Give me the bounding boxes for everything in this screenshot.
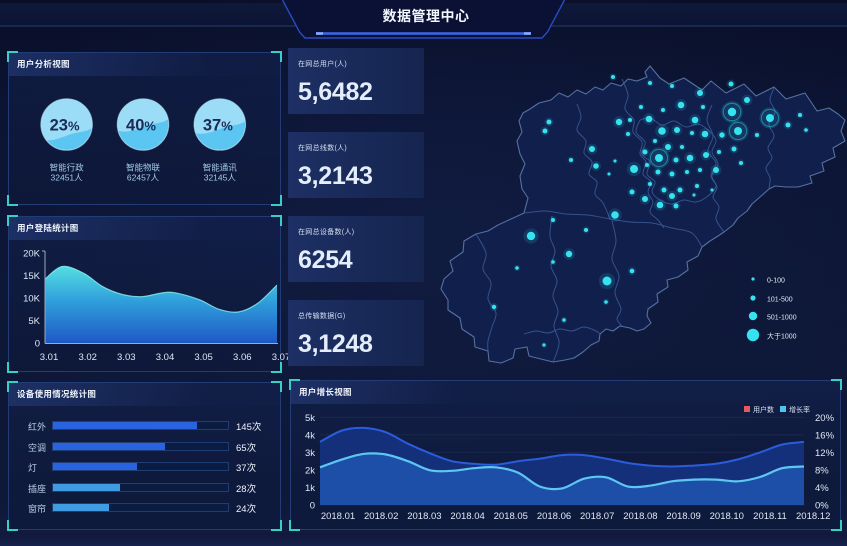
svg-text:2018.07: 2018.07: [580, 511, 614, 522]
svg-text:2018.11: 2018.11: [753, 511, 787, 522]
svg-text:2018.09: 2018.09: [666, 511, 700, 522]
svg-text:101-500: 101-500: [767, 295, 793, 305]
svg-text:0: 0: [35, 339, 40, 350]
svg-text:37%: 37%: [203, 117, 233, 135]
svg-text:2018.12: 2018.12: [796, 511, 830, 522]
svg-text:3k: 3k: [305, 448, 315, 459]
svg-text:增长率: 增长率: [789, 405, 810, 415]
svg-text:2018.02: 2018.02: [364, 511, 398, 522]
svg-text:0-100: 0-100: [767, 276, 785, 286]
svg-text:2018.04: 2018.04: [450, 511, 484, 522]
svg-text:大于1000: 大于1000: [767, 332, 797, 342]
svg-text:3.07: 3.07: [272, 352, 291, 363]
svg-text:16%: 16%: [815, 430, 835, 441]
svg-text:智能通讯: 智能通讯: [203, 162, 238, 174]
svg-text:0: 0: [310, 501, 315, 512]
svg-text:数据管理中心: 数据管理中心: [383, 6, 470, 26]
svg-text:23%: 23%: [50, 117, 80, 135]
svg-text:3.02: 3.02: [78, 352, 97, 363]
svg-text:8%: 8%: [815, 466, 829, 477]
svg-text:3.01: 3.01: [40, 352, 59, 363]
svg-text:2018.08: 2018.08: [623, 511, 657, 522]
svg-text:32451人: 32451人: [51, 172, 84, 184]
svg-text:10K: 10K: [23, 294, 41, 305]
svg-text:501-1000: 501-1000: [767, 313, 797, 323]
svg-text:2018.06: 2018.06: [537, 511, 571, 522]
svg-text:用户数: 用户数: [753, 405, 774, 415]
svg-text:2k: 2k: [305, 466, 315, 477]
svg-text:0%: 0%: [815, 501, 829, 512]
svg-text:3.04: 3.04: [156, 352, 175, 363]
svg-text:2018.10: 2018.10: [710, 511, 744, 522]
svg-text:2018.05: 2018.05: [494, 511, 528, 522]
svg-text:2018.03: 2018.03: [407, 511, 441, 522]
svg-text:40%: 40%: [126, 117, 156, 135]
svg-text:32145人: 32145人: [204, 172, 237, 184]
svg-text:4k: 4k: [305, 430, 315, 441]
svg-text:12%: 12%: [815, 448, 835, 459]
svg-text:智能物联: 智能物联: [126, 162, 161, 174]
svg-text:2018.01: 2018.01: [321, 511, 355, 522]
svg-text:62457人: 62457人: [127, 172, 160, 184]
svg-text:3.06: 3.06: [233, 352, 252, 363]
svg-text:15K: 15K: [23, 271, 41, 282]
svg-text:20K: 20K: [23, 249, 41, 260]
svg-text:5K: 5K: [28, 316, 40, 327]
svg-text:4%: 4%: [815, 483, 829, 494]
svg-text:20%: 20%: [815, 413, 835, 424]
svg-text:3.03: 3.03: [117, 352, 136, 363]
svg-text:1k: 1k: [305, 483, 315, 494]
svg-text:3.05: 3.05: [194, 352, 213, 363]
svg-text:智能行政: 智能行政: [50, 162, 85, 174]
svg-text:5k: 5k: [305, 413, 315, 424]
